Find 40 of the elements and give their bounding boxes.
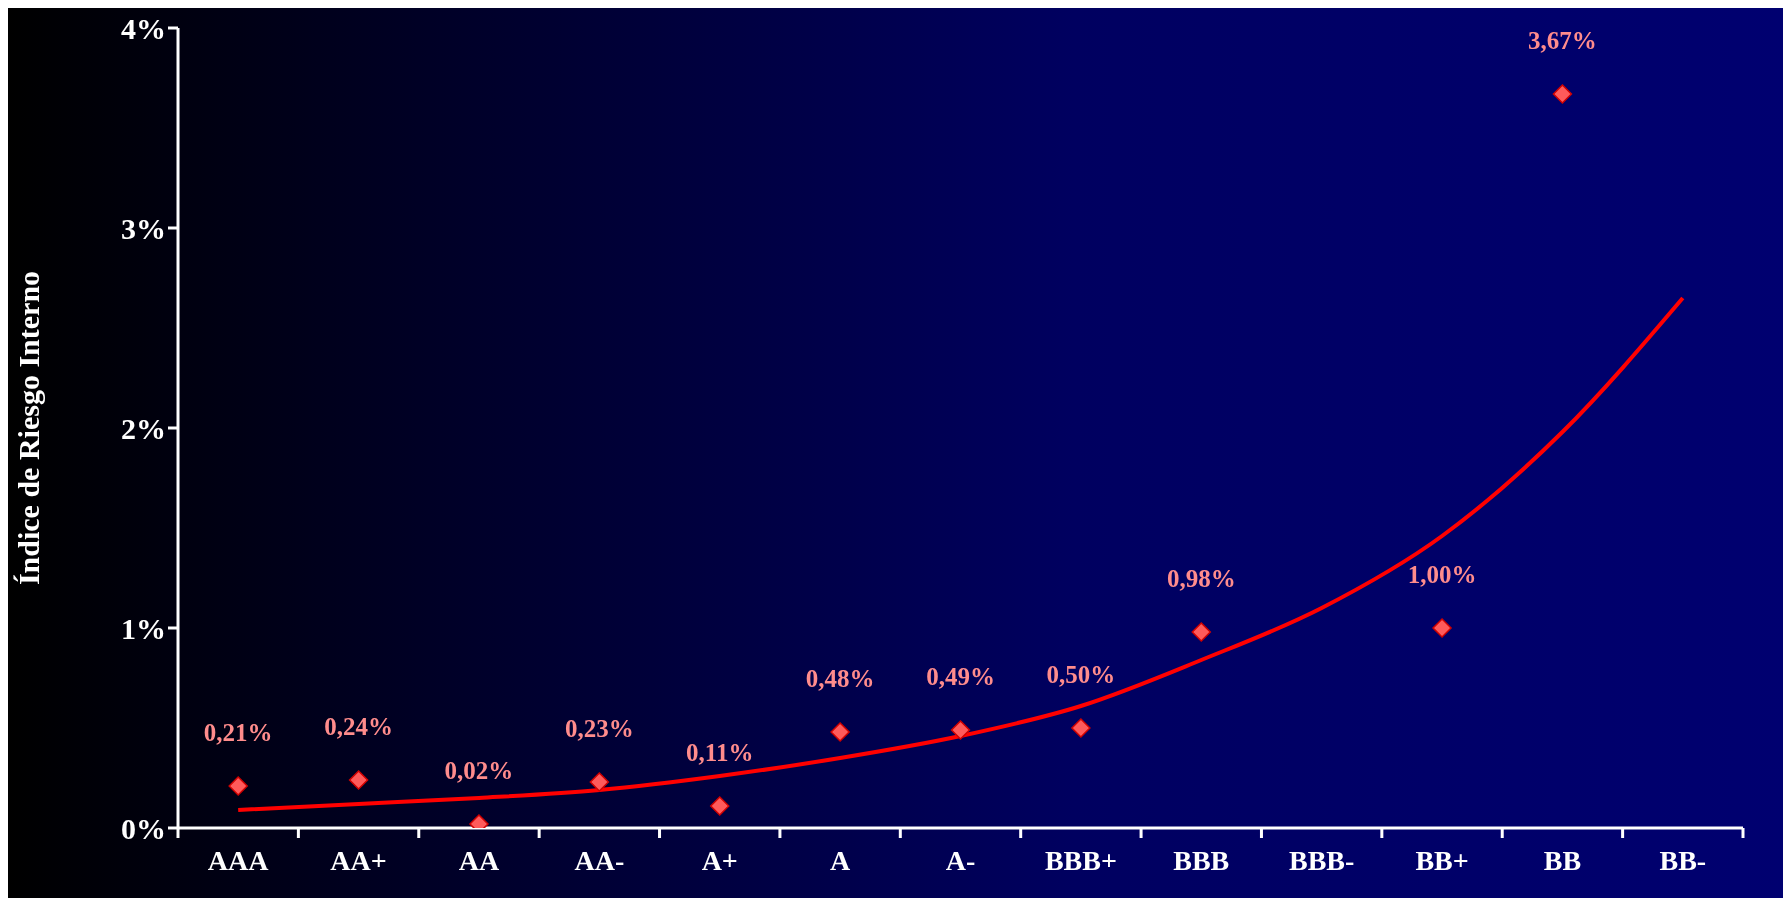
data-label: 0,11% xyxy=(686,739,754,767)
x-tick-label: AA xyxy=(458,845,500,876)
point xyxy=(1191,622,1212,642)
x-tick-label: AA- xyxy=(574,845,625,876)
data-label: 0,98% xyxy=(1166,565,1236,593)
x-tick-label: BB xyxy=(1543,845,1582,876)
point xyxy=(348,770,369,790)
x-tick-label: BBB+ xyxy=(1044,845,1117,876)
point xyxy=(1071,718,1091,738)
y-tick-label: 2% xyxy=(121,411,166,445)
x-tick-label: BBB- xyxy=(1288,845,1355,876)
x-tick-label: BBB xyxy=(1173,845,1230,876)
x-tick-label: BB+ xyxy=(1415,845,1469,876)
x-tick-label: AA+ xyxy=(330,845,387,876)
point xyxy=(589,772,610,792)
x-tick-label: BB- xyxy=(1659,845,1707,876)
point xyxy=(1552,84,1573,104)
data-label: 0,50% xyxy=(1046,661,1116,689)
y-tick-label: 0% xyxy=(121,811,166,845)
data-label: 0,24% xyxy=(324,713,393,741)
point xyxy=(950,720,971,740)
x-tick-label: A+ xyxy=(701,845,738,876)
data-label: 0,02% xyxy=(444,757,514,785)
x-tick-label: A- xyxy=(945,845,976,876)
data-label: 0,48% xyxy=(805,665,875,693)
point xyxy=(228,776,248,796)
y-tick-label: 4% xyxy=(121,11,166,45)
y-tick-label: 1% xyxy=(121,611,166,645)
data-label: 0,23% xyxy=(564,715,634,743)
data-label: 0,21% xyxy=(203,719,273,747)
x-tick-label: A xyxy=(830,845,851,876)
y-axis-title: Índice de Riesgo Interno xyxy=(11,270,45,586)
data-label: 3,67% xyxy=(1528,27,1597,55)
point xyxy=(830,722,850,742)
point xyxy=(709,796,730,816)
x-tick-label: AAA xyxy=(207,845,270,876)
data-label: 0,49% xyxy=(926,663,995,691)
y-tick-label: 3% xyxy=(121,211,166,245)
point xyxy=(1432,618,1452,638)
data-label: 1,00% xyxy=(1407,561,1477,589)
